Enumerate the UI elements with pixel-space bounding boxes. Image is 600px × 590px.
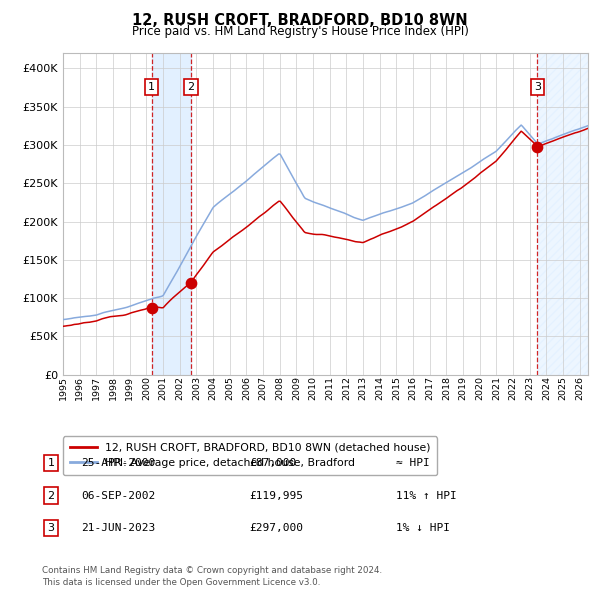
- Point: [186, 278, 196, 287]
- Text: 21-JUN-2023: 21-JUN-2023: [81, 523, 155, 533]
- Text: 1: 1: [47, 458, 55, 468]
- Text: 2: 2: [47, 491, 55, 500]
- Text: 2: 2: [187, 82, 194, 92]
- Text: 3: 3: [47, 523, 55, 533]
- Text: ≈ HPI: ≈ HPI: [396, 458, 430, 468]
- Point: [147, 303, 157, 313]
- Text: 1: 1: [148, 82, 155, 92]
- Text: 11% ↑ HPI: 11% ↑ HPI: [396, 491, 457, 500]
- Text: 3: 3: [534, 82, 541, 92]
- Text: £297,000: £297,000: [249, 523, 303, 533]
- Bar: [538, 53, 588, 375]
- Text: £119,995: £119,995: [249, 491, 303, 500]
- Text: Price paid vs. HM Land Registry's House Price Index (HPI): Price paid vs. HM Land Registry's House …: [131, 25, 469, 38]
- Text: 25-APR-2000: 25-APR-2000: [81, 458, 155, 468]
- Text: Contains HM Land Registry data © Crown copyright and database right 2024.
This d: Contains HM Land Registry data © Crown c…: [42, 566, 382, 587]
- Legend: 12, RUSH CROFT, BRADFORD, BD10 8WN (detached house), HPI: Average price, detache: 12, RUSH CROFT, BRADFORD, BD10 8WN (deta…: [63, 437, 437, 475]
- Text: 12, RUSH CROFT, BRADFORD, BD10 8WN: 12, RUSH CROFT, BRADFORD, BD10 8WN: [132, 13, 468, 28]
- Point: [533, 143, 542, 152]
- Bar: [152, 53, 191, 375]
- Text: 1% ↓ HPI: 1% ↓ HPI: [396, 523, 450, 533]
- Text: 06-SEP-2002: 06-SEP-2002: [81, 491, 155, 500]
- Text: £87,000: £87,000: [249, 458, 296, 468]
